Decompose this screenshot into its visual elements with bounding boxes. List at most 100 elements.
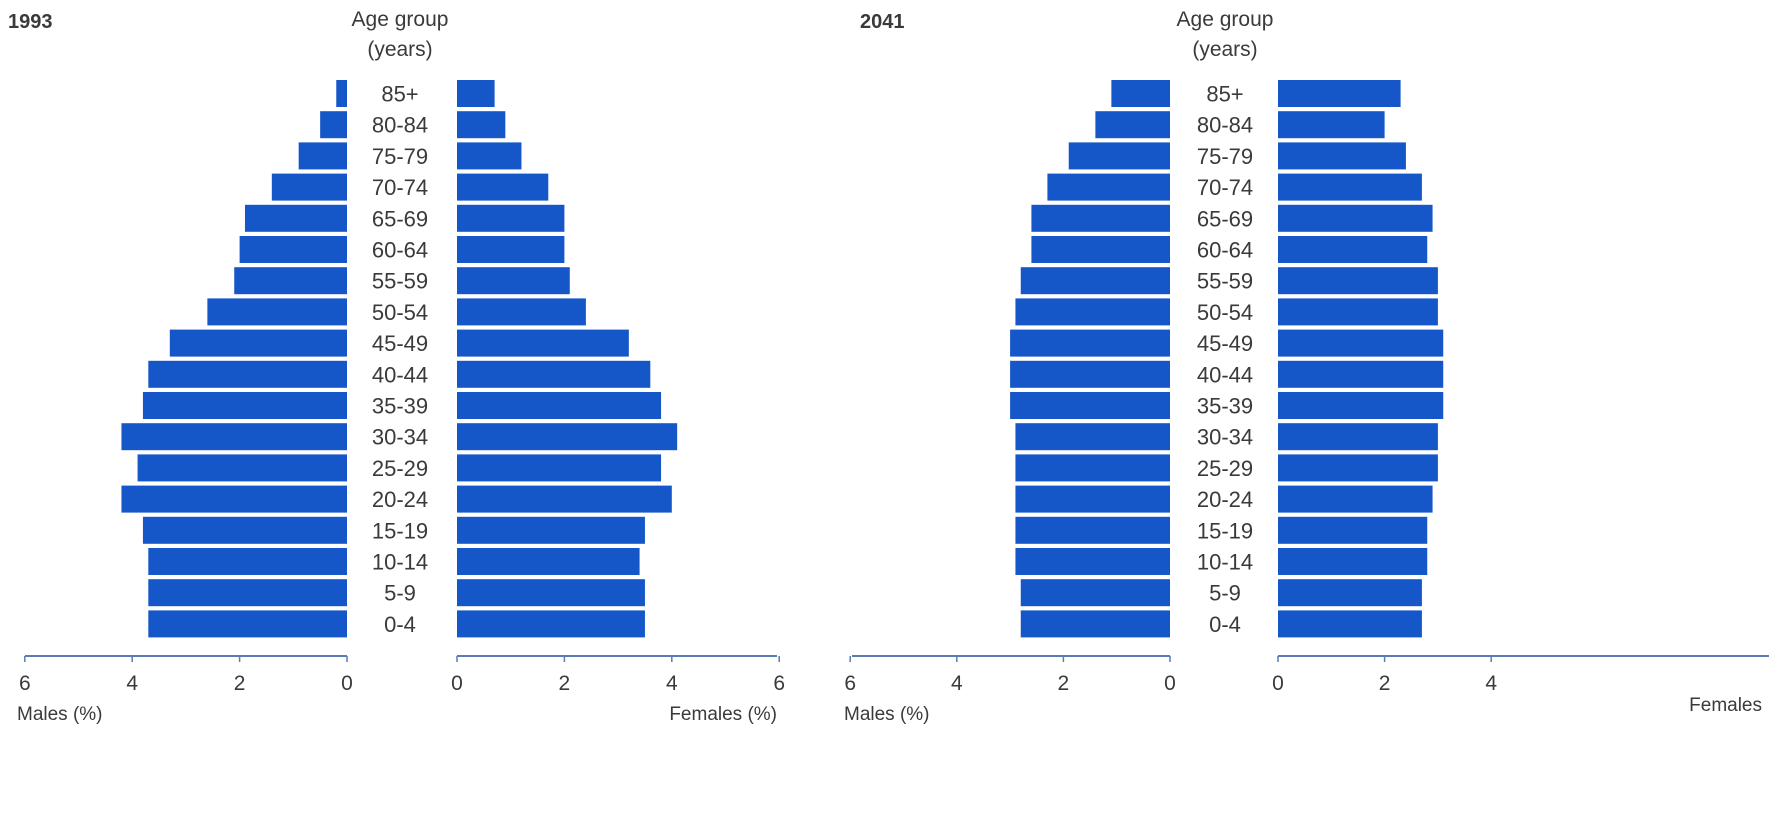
tick-label-female: 6 — [773, 672, 785, 695]
bar-male — [1020, 267, 1170, 295]
age-group-label: 35-39 — [372, 394, 428, 419]
x-axis-label-male: Males (%) — [17, 704, 103, 725]
bar-female — [457, 579, 645, 607]
bar-male — [1031, 236, 1170, 263]
bar-male — [336, 80, 347, 107]
tick-label-male: 4 — [951, 672, 963, 695]
age-group-label: 40-44 — [1197, 362, 1253, 387]
bar-male — [244, 204, 347, 232]
age-group-label: 75-79 — [372, 144, 428, 169]
tick-label-male: 0 — [341, 672, 353, 695]
bar-male — [1010, 329, 1170, 357]
age-group-label: 80-84 — [1197, 113, 1253, 138]
x-axis-label-female: Females — [1689, 695, 1762, 716]
bar-male — [1010, 392, 1170, 419]
bar-male — [271, 173, 347, 201]
bar-male — [320, 111, 347, 139]
age-group-label: 85+ — [1206, 82, 1243, 107]
bar-female — [1278, 204, 1433, 232]
bar-female — [457, 423, 678, 451]
bar-male — [1047, 173, 1170, 201]
bar-male — [234, 267, 347, 295]
bar-male — [1095, 111, 1170, 139]
age-group-label: 30-34 — [1197, 425, 1253, 450]
age-group-label: 15-19 — [372, 518, 428, 543]
tick-label-male: 6 — [844, 672, 856, 695]
tick-label-male: 4 — [126, 672, 138, 695]
bar-male — [1020, 579, 1170, 607]
age-group-label: 10-14 — [372, 550, 428, 575]
age-group-label: 20-24 — [372, 487, 428, 512]
age-group-label: 65-69 — [1197, 206, 1253, 231]
bar-male — [1111, 80, 1170, 107]
bar-female — [1278, 485, 1433, 513]
bar-female — [457, 111, 506, 139]
age-group-label: 25-29 — [1197, 456, 1253, 481]
bar-female — [1278, 454, 1438, 482]
bar-male — [298, 142, 347, 170]
bar-male — [1015, 485, 1170, 513]
tick-label-female: 4 — [1485, 672, 1497, 695]
age-group-label: 40-44 — [372, 362, 428, 387]
bar-female — [457, 610, 645, 638]
age-group-label: 85+ — [381, 82, 418, 107]
bar-male — [148, 579, 347, 607]
center-axis-sublabel: (years) — [1192, 38, 1257, 61]
bar-male — [142, 516, 347, 544]
tick-label-female: 0 — [1272, 672, 1284, 695]
bar-female — [1278, 298, 1438, 326]
tick-label-female: 2 — [1379, 672, 1391, 695]
tick-label-male: 6 — [19, 672, 31, 695]
bar-female — [457, 173, 549, 201]
age-group-label: 70-74 — [372, 175, 428, 200]
bar-male — [121, 485, 348, 513]
bar-male — [148, 610, 347, 638]
center-axis-sublabel: (years) — [367, 38, 432, 61]
bar-male — [1015, 548, 1170, 575]
bar-male — [1015, 423, 1170, 451]
bar-female — [1278, 236, 1428, 263]
x-axis-label-female: Females (%) — [669, 704, 777, 725]
age-group-label: 80-84 — [372, 113, 428, 138]
bar-male — [1020, 610, 1170, 638]
bar-female — [457, 360, 651, 388]
bar-female — [1278, 610, 1422, 638]
age-group-label: 60-64 — [1197, 238, 1253, 263]
bar-male — [207, 298, 347, 326]
age-group-label: 55-59 — [372, 269, 428, 294]
bar-female — [457, 204, 565, 232]
age-group-label: 45-49 — [372, 331, 428, 356]
bar-female — [457, 80, 495, 107]
age-group-label: 65-69 — [372, 206, 428, 231]
tick-label-male: 2 — [1058, 672, 1070, 695]
age-group-label: 50-54 — [1197, 300, 1253, 325]
bar-female — [1278, 360, 1444, 388]
tick-label-male: 2 — [234, 672, 246, 695]
bar-female — [1278, 392, 1444, 419]
bar-male — [148, 548, 347, 575]
bar-female — [1278, 142, 1406, 170]
tick-label-female: 4 — [666, 672, 678, 695]
bar-male — [1015, 298, 1170, 326]
age-group-label: 5-9 — [384, 581, 416, 606]
bar-female — [457, 392, 662, 419]
bar-male — [1015, 454, 1170, 482]
bar-female — [457, 236, 565, 263]
age-group-label: 25-29 — [372, 456, 428, 481]
bar-female — [1278, 579, 1422, 607]
tick-label-female: 0 — [451, 672, 463, 695]
bar-female — [1278, 173, 1422, 201]
bar-male — [137, 454, 347, 482]
bar-male — [142, 392, 347, 419]
tick-label-female: 2 — [559, 672, 571, 695]
x-axis-label-male: Males (%) — [844, 704, 930, 725]
bar-female — [1278, 516, 1428, 544]
bar-male — [1010, 360, 1170, 388]
tick-label-male: 0 — [1164, 672, 1176, 695]
center-axis-label: Age group — [1177, 8, 1274, 31]
bar-male — [1068, 142, 1170, 170]
chart-title: 1993 — [8, 11, 53, 33]
age-group-label: 75-79 — [1197, 144, 1253, 169]
bar-female — [1278, 80, 1401, 107]
